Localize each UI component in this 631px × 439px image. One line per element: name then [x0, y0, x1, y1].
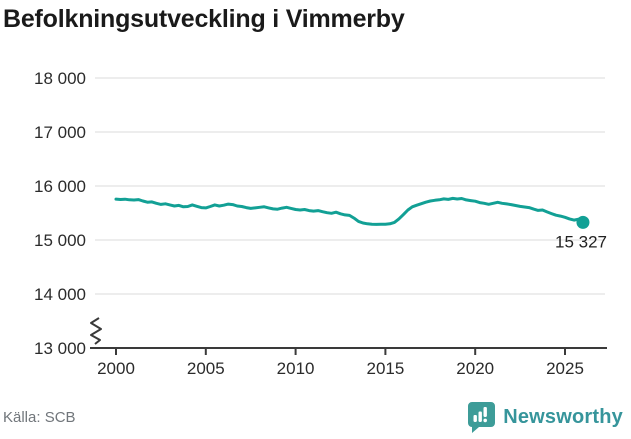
x-tick-label: 2020: [456, 359, 494, 378]
y-tick-label: 16 000: [34, 177, 86, 196]
newsworthy-brand: Newsworthy: [467, 401, 623, 433]
brand-name: Newsworthy: [503, 405, 623, 428]
bar-chart-speech-bubble-icon: [468, 402, 496, 433]
x-tick-label: 2010: [277, 359, 315, 378]
footer: Källa: SCB Newsworthy: [0, 399, 631, 435]
y-tick-label: 13 000: [34, 339, 86, 358]
chart-title: Befolkningsutveckling i Vimmerby: [3, 5, 405, 33]
y-tick-label: 15 000: [34, 231, 86, 250]
population-line-chart: 18 000 17 000 16 000 15 000 14 000 13 000 2000…: [34, 69, 607, 378]
y-tick-label: 17 000: [34, 123, 86, 142]
source-credit: Källa: SCB: [3, 408, 76, 426]
population-line: [114, 196, 585, 226]
axis-break-icon: [90, 317, 102, 345]
x-tick-label: 2015: [366, 359, 404, 378]
x-tick-label: 2000: [97, 359, 135, 378]
end-point-dot: [576, 215, 590, 229]
end-value-label: 15 327: [555, 232, 607, 251]
x-tick-label: 2025: [546, 359, 584, 378]
y-tick-label: 18 000: [34, 69, 86, 88]
y-tick-label: 14 000: [34, 285, 86, 304]
x-tick-label: 2005: [187, 359, 225, 378]
